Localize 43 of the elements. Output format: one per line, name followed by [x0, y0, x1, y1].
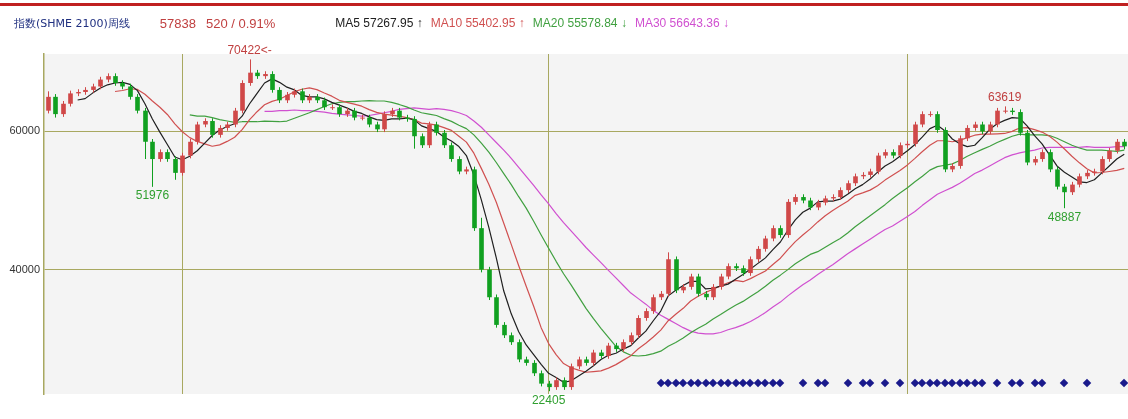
candlestick — [248, 58, 253, 87]
candlestick — [449, 141, 454, 163]
candlestick — [188, 138, 193, 159]
candlestick — [1018, 108, 1023, 137]
candlestick — [180, 152, 185, 177]
candlestick — [995, 107, 1000, 128]
candlestick — [412, 115, 417, 150]
text: 520 / 0.91% — [205, 15, 276, 31]
candlestick — [46, 90, 51, 114]
candlestick — [913, 121, 918, 148]
y-tick-label: 40000 — [9, 262, 40, 275]
candlestick — [135, 93, 140, 114]
candlestick — [651, 293, 656, 315]
candlestick — [427, 121, 432, 149]
annotation: 48887 — [1047, 209, 1082, 224]
annotation: 63619 — [987, 89, 1022, 104]
annotation: 22405 — [531, 392, 566, 407]
candlestick — [382, 110, 387, 133]
chart-title: 指数(SHME 2100)周线 — [14, 15, 130, 31]
text: MA5 57267.95 ↑ — [335, 16, 423, 30]
text: MA20 55578.84 ↓ — [532, 16, 627, 30]
candlestick — [173, 155, 178, 181]
candlestick — [270, 70, 275, 94]
text: 57838 — [159, 15, 196, 31]
candlestick — [210, 117, 215, 139]
candlestick — [1062, 183, 1067, 209]
annotation: 51976 — [135, 188, 170, 203]
candlestick — [696, 273, 701, 298]
candlestick — [935, 110, 940, 134]
candlestick — [517, 338, 522, 363]
candlestick — [1055, 166, 1060, 190]
candlestick — [233, 107, 238, 128]
candlestick — [748, 255, 753, 277]
candlestick — [150, 138, 155, 188]
candlestick — [1048, 148, 1053, 173]
candlestick — [195, 121, 200, 146]
text: MA10 55402.95 ↑ — [430, 16, 525, 30]
candlestick — [53, 93, 58, 119]
candlestick — [876, 152, 881, 175]
text: MA30 56643.36 ↓ — [634, 16, 729, 30]
candlestick — [636, 314, 641, 339]
annotation: 70422<- — [227, 42, 272, 57]
y-tick-label: 60000 — [9, 124, 40, 137]
